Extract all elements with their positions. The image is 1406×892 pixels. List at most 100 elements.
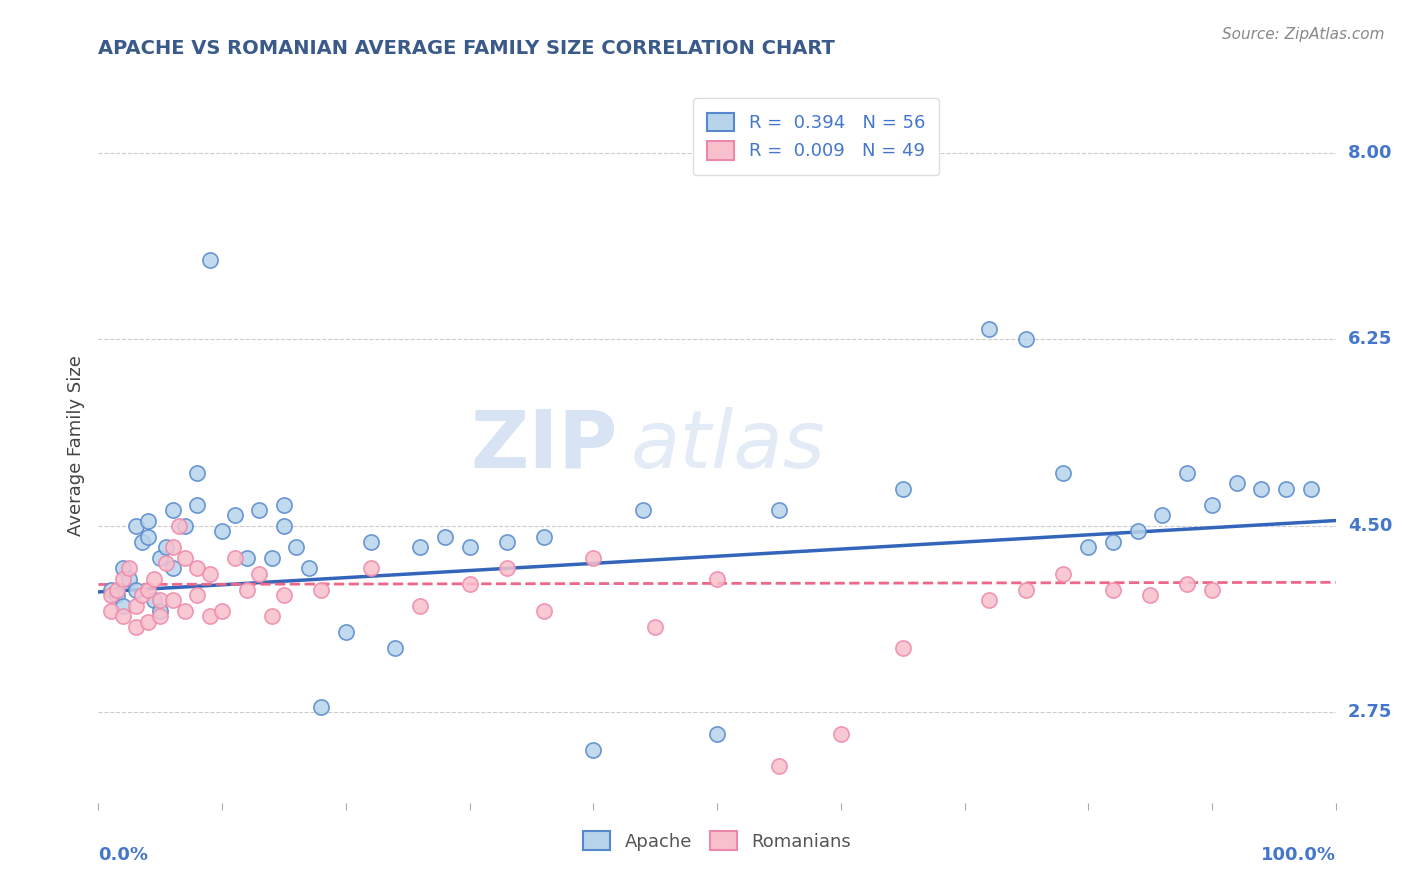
Point [1299,482,1322,496]
Point [644,620,666,634]
Point [112,561,135,575]
Point [198,252,221,267]
Point [582,550,605,565]
Point [1175,466,1198,480]
Point [211,604,233,618]
Text: 0.0%: 0.0% [98,846,149,863]
Point [1052,466,1074,480]
Point [706,726,728,740]
Point [100,582,122,597]
Point [458,540,481,554]
Point [136,529,159,543]
Point [309,582,332,597]
Y-axis label: Average Family Size: Average Family Size [66,356,84,536]
Point [118,572,141,586]
Point [309,700,332,714]
Point [335,625,357,640]
Point [162,593,184,607]
Point [162,561,184,575]
Point [167,519,190,533]
Point [149,550,172,565]
Point [409,540,432,554]
Point [162,503,184,517]
Point [124,519,146,533]
Point [891,482,914,496]
Point [1250,482,1272,496]
Point [136,615,159,629]
Point [149,609,172,624]
Point [131,534,153,549]
Point [1201,498,1223,512]
Point [136,582,159,597]
Point [533,529,555,543]
Point [247,503,270,517]
Point [273,588,295,602]
Point [979,322,1001,336]
Point [360,534,382,549]
Point [1201,582,1223,597]
Point [198,566,221,581]
Point [1152,508,1174,523]
Text: APACHE VS ROMANIAN AVERAGE FAMILY SIZE CORRELATION CHART: APACHE VS ROMANIAN AVERAGE FAMILY SIZE C… [98,39,835,58]
Text: 8.00: 8.00 [1348,145,1392,162]
Point [198,609,221,624]
Point [706,572,728,586]
Point [149,604,172,618]
Point [143,572,166,586]
Point [100,588,122,602]
Point [1175,577,1198,591]
Point [285,540,308,554]
Point [631,503,654,517]
Point [1126,524,1149,539]
Text: 2.75: 2.75 [1348,703,1392,722]
Point [1052,566,1074,581]
Point [174,604,197,618]
Point [112,572,135,586]
Point [186,588,208,602]
Point [224,550,246,565]
Point [409,599,432,613]
Point [186,561,208,575]
Text: 100.0%: 100.0% [1261,846,1336,863]
Point [298,561,321,575]
Text: Source: ZipAtlas.com: Source: ZipAtlas.com [1222,27,1385,42]
Text: atlas: atlas [630,407,825,485]
Point [495,534,517,549]
Point [384,641,406,656]
Text: 4.50: 4.50 [1348,516,1392,535]
Point [458,577,481,591]
Point [768,758,790,772]
Point [112,609,135,624]
Point [260,550,283,565]
Point [273,519,295,533]
Point [174,550,197,565]
Text: 6.25: 6.25 [1348,331,1392,349]
Point [495,561,517,575]
Point [360,561,382,575]
Point [186,466,208,480]
Point [1102,534,1125,549]
Point [124,599,146,613]
Point [149,593,172,607]
Text: ZIP: ZIP [471,407,619,485]
Point [155,540,177,554]
Point [162,540,184,554]
Point [1275,482,1298,496]
Point [224,508,246,523]
Point [211,524,233,539]
Point [582,742,605,756]
Point [1015,582,1038,597]
Point [124,620,146,634]
Point [131,588,153,602]
Point [136,514,159,528]
Point [174,519,197,533]
Point [1015,333,1038,347]
Point [124,582,146,597]
Point [155,556,177,570]
Point [247,566,270,581]
Point [830,726,852,740]
Point [100,604,122,618]
Point [1139,588,1161,602]
Point [1226,476,1249,491]
Point [433,529,456,543]
